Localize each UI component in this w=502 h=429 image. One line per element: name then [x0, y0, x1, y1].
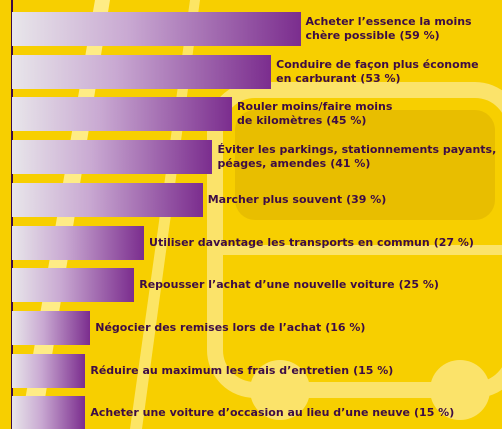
category-label: Utiliser davantage les transports en com…	[149, 236, 430, 249]
bar	[12, 311, 90, 345]
category-label: Négocier des remises lors de l’achat	[95, 321, 321, 334]
bar-label: Rouler moins/faire moins de kilomètres(4…	[237, 100, 392, 128]
bar	[12, 97, 232, 131]
bar-label: Marcher plus souvent (39 %)	[208, 193, 387, 207]
chart: Acheter l’essence la moins chère possibl…	[0, 0, 502, 429]
value-label: (27 %)	[434, 236, 474, 249]
category-label: Repousser l’achat d’une nouvelle voiture	[139, 278, 394, 291]
bar-label: Utiliser davantage les transports en com…	[149, 236, 474, 250]
bar-label: Conduire de façon plus économe en carbur…	[276, 58, 478, 86]
value-label: (39 %)	[346, 193, 386, 206]
bar-label: Négocier des remises lors de l’achat (16 …	[95, 321, 365, 335]
bar	[12, 354, 85, 388]
bar	[12, 183, 203, 217]
value-label: (15 %)	[353, 364, 393, 377]
category-label: Acheter l’essence la moins chère possibl…	[306, 15, 472, 42]
category-label: Marcher plus souvent	[208, 193, 342, 206]
bar	[12, 268, 134, 302]
bar	[12, 226, 144, 260]
value-label: (15 %)	[414, 406, 454, 419]
value-label: (53 %)	[360, 72, 400, 85]
category-label: Rouler moins/faire moins de kilomètres	[237, 100, 392, 127]
bar	[12, 140, 212, 174]
value-label: (25 %)	[399, 278, 439, 291]
value-label: (59 %)	[399, 29, 439, 42]
bar-label: Réduire au maximum les frais d’entretien…	[90, 364, 393, 378]
bar-label: Acheter une voiture d’occasion au lieu d…	[90, 406, 454, 420]
bar-label: Éviter les parkings, stationnements paya…	[217, 143, 496, 171]
bar	[12, 396, 85, 429]
category-label: Réduire au maximum les frais d’entretien	[90, 364, 349, 377]
value-label: (16 %)	[325, 321, 365, 334]
bar-label: Acheter l’essence la moins chère possibl…	[306, 15, 472, 43]
value-label: (45 %)	[326, 114, 366, 127]
bar	[12, 55, 271, 89]
category-label: Acheter une voiture d’occasion au lieu d…	[90, 406, 410, 419]
bar-label: Repousser l’achat d’une nouvelle voiture…	[139, 278, 439, 292]
value-label: (41 %)	[330, 157, 370, 170]
bar	[12, 12, 301, 46]
